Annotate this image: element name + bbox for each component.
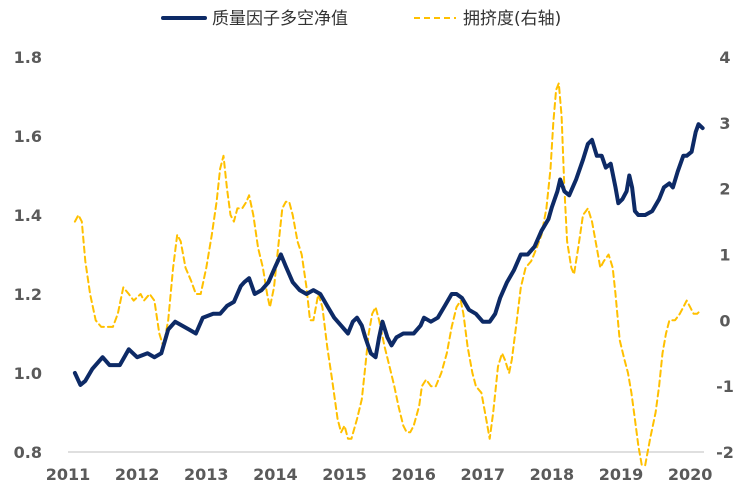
y-left-tick-label: 1.4 (14, 206, 42, 225)
y-right-tick-label: -2 (716, 443, 734, 462)
legend-label-net-value: 质量因子多空净值 (212, 9, 348, 29)
x-tick-label: 2016 (391, 465, 436, 484)
y-right-tick-label: 1 (719, 246, 730, 265)
y-left-tick-label: 1.0 (14, 364, 42, 383)
x-tick-label: 2013 (184, 465, 229, 484)
x-tick-label: 2018 (530, 465, 575, 484)
y-right-tick-label: 4 (719, 48, 730, 67)
legend-label-crowding: 拥挤度(右轴) (463, 9, 561, 29)
x-tick-label: 2020 (668, 465, 713, 484)
x-tick-label: 2017 (461, 465, 506, 484)
y-left-tick-label: 1.2 (14, 285, 42, 304)
y-right-tick-label: 2 (719, 180, 730, 199)
axes: 2011 2012 2013 2014 2015 2016 2017 2018 2019 2020… (14, 48, 734, 484)
y-right-tick-label: 3 (719, 114, 730, 133)
legend: 质量因子多空净值 拥挤度(右轴) (161, 9, 561, 29)
x-tick-label: 2012 (115, 465, 160, 484)
plot-area (72, 82, 705, 467)
y-left-tick-label: 1.6 (14, 127, 42, 146)
series-line-crowding (73, 82, 702, 467)
x-tick-label: 2011 (46, 465, 91, 484)
y-left-tick-label: 1.8 (14, 48, 42, 67)
y-left-tick-label: 0.8 (14, 443, 42, 462)
x-tick-label: 2019 (599, 465, 644, 484)
x-tick-label: 2014 (253, 465, 298, 484)
y-right-tick-label: 0 (719, 311, 730, 330)
x-tick-label: 2015 (322, 465, 367, 484)
series-line-net-value (72, 122, 705, 387)
y-right-tick-label: -1 (716, 377, 734, 396)
